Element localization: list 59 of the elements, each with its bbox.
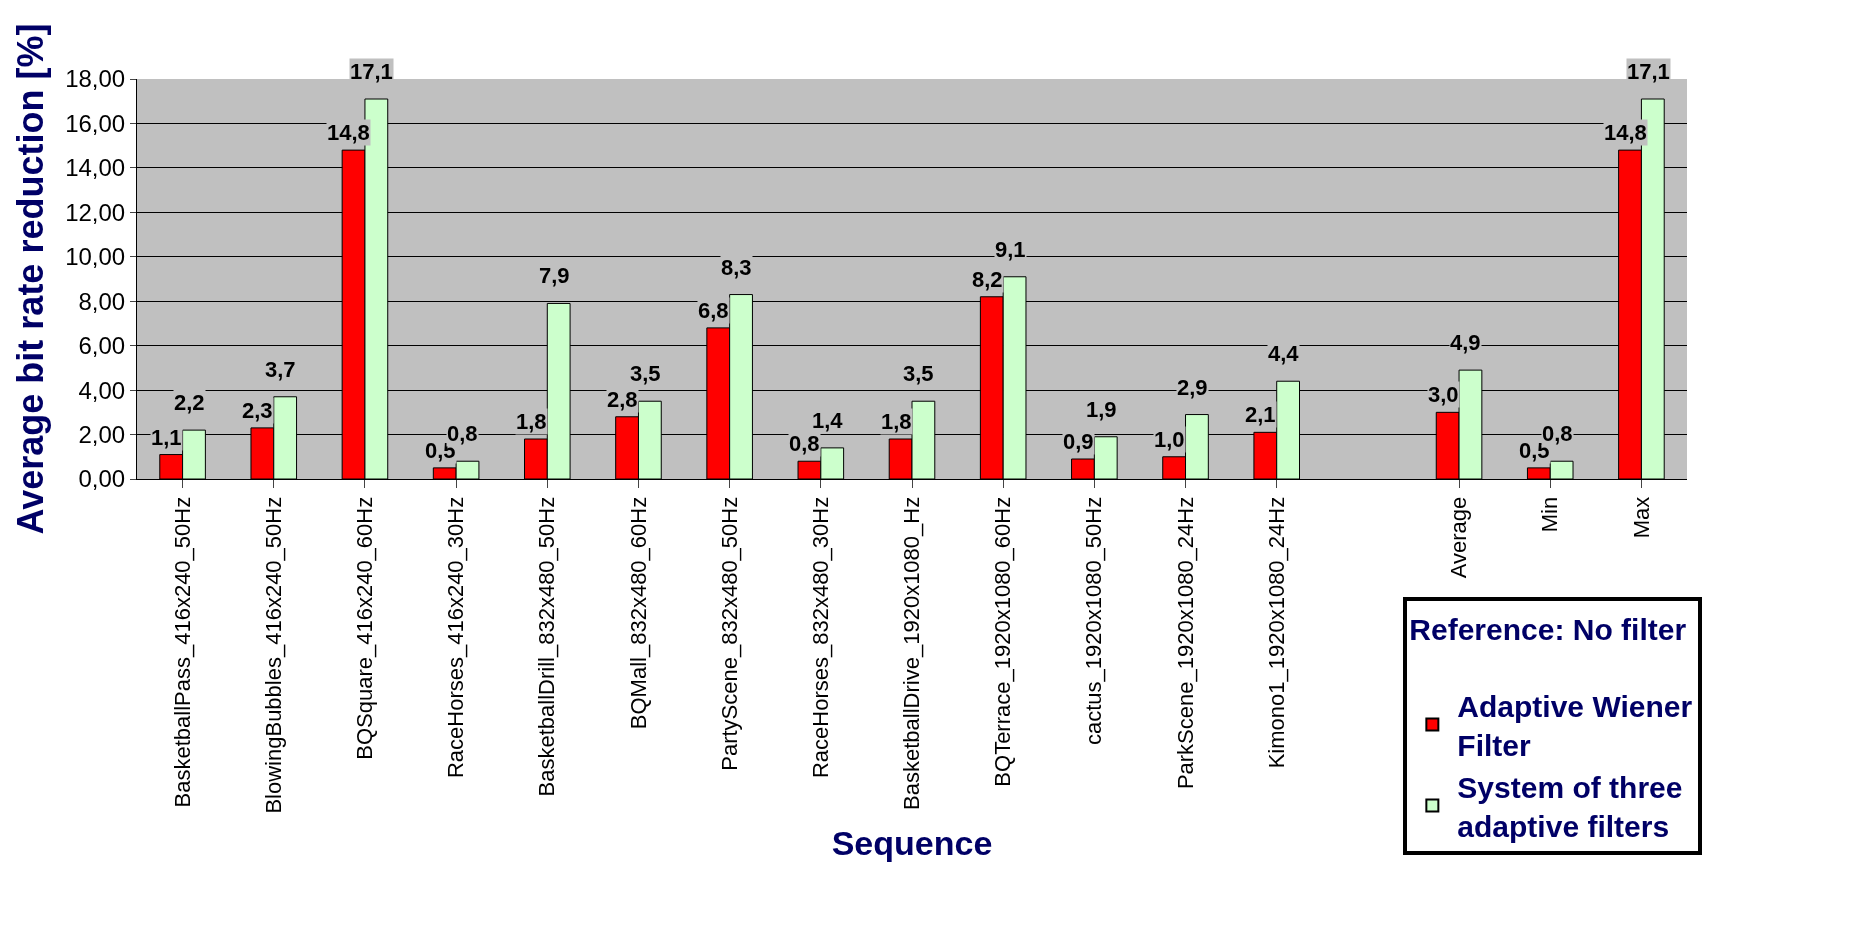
y-tick-label: 16,00 — [65, 109, 126, 137]
x-tick-label: cactus_1920x1080_50Hz — [1081, 496, 1107, 746]
x-tick-label: Min — [1537, 496, 1563, 533]
data-label: 14,8 — [327, 120, 370, 145]
data-label: 1,4 — [812, 408, 844, 433]
data-label: 2,8 — [607, 387, 638, 412]
data-label: 1,0 — [1154, 427, 1185, 452]
data-label: 9,1 — [995, 237, 1026, 262]
data-label: 8,3 — [721, 255, 752, 280]
data-label: 3,5 — [630, 361, 661, 386]
data-label: 4,4 — [1268, 341, 1300, 366]
x-tick-label: Average — [1446, 496, 1472, 579]
data-label: 17,1 — [350, 59, 393, 84]
y-tick-label: 14,00 — [65, 154, 126, 182]
x-tick-label: BasketballDrive_1920x1080_Hz — [899, 496, 925, 810]
legend-label: System of three adaptive filters — [1457, 770, 1683, 843]
data-label: 1,1 — [151, 425, 182, 450]
data-label: 1,8 — [516, 409, 547, 434]
data-label: 1,8 — [881, 409, 912, 434]
data-label: 1,9 — [1086, 397, 1117, 422]
y-tick-label: 4,00 — [78, 376, 126, 404]
data-label: 2,3 — [242, 398, 273, 423]
data-label: 3,7 — [265, 357, 296, 382]
data-label: 0,8 — [789, 431, 820, 456]
x-tick-label: RaceHorses_416x240_30Hz — [443, 496, 469, 779]
x-tick-label: RaceHorses_832x480_30Hz — [807, 496, 833, 779]
x-tick-label: Kimono1_1920x1080_24Hz — [1263, 496, 1289, 769]
legend-title: Reference: No filter — [1409, 613, 1687, 646]
legend-label: Adaptive Wiener Filter — [1457, 689, 1693, 762]
data-label: 2,2 — [174, 390, 205, 415]
x-tick-label: PartyScene_832x480_50Hz — [716, 496, 742, 771]
data-label: 2,9 — [1177, 375, 1208, 400]
y-tick-label: 8,00 — [78, 287, 126, 315]
x-tick-label: BQMall_832x480_60Hz — [625, 496, 651, 730]
y-tick-label: 12,00 — [65, 198, 126, 226]
data-label: 7,9 — [539, 263, 570, 288]
x-axis-title: Sequence — [831, 823, 993, 862]
x-tick-label: BasketballPass_416x240_50Hz — [169, 496, 195, 808]
data-label: 4,9 — [1450, 330, 1481, 355]
data-label: 17,1 — [1627, 59, 1670, 84]
y-tick-label: 18,00 — [65, 65, 126, 93]
y-tick-label: 0,00 — [78, 465, 126, 493]
data-label: 3,5 — [903, 361, 934, 386]
data-label: 3,0 — [1428, 382, 1459, 407]
y-tick-label: 6,00 — [78, 332, 126, 360]
x-tick-label: BasketballDrill_832x480_50Hz — [534, 496, 560, 797]
x-tick-label: BQTerrace_1920x1080_60Hz — [990, 496, 1016, 787]
data-label: 6,8 — [698, 298, 729, 323]
x-tick-label: ParkScene_1920x1080_24Hz — [1172, 496, 1198, 790]
y-tick-label: 2,00 — [78, 420, 126, 448]
x-tick-label: BQSquare_416x240_60Hz — [352, 496, 378, 760]
y-axis-title: Average bit rate reduction [%] — [10, 23, 52, 535]
data-label: 2,1 — [1245, 402, 1276, 427]
y-tick-label: 10,00 — [65, 243, 126, 271]
data-label: 14,8 — [1604, 120, 1647, 145]
data-label: 8,2 — [972, 267, 1003, 292]
data-label: 0,9 — [1063, 429, 1094, 454]
x-tick-label: BlowingBubbles_416x240_50Hz — [260, 496, 286, 814]
x-tick-label: Max — [1628, 496, 1654, 539]
